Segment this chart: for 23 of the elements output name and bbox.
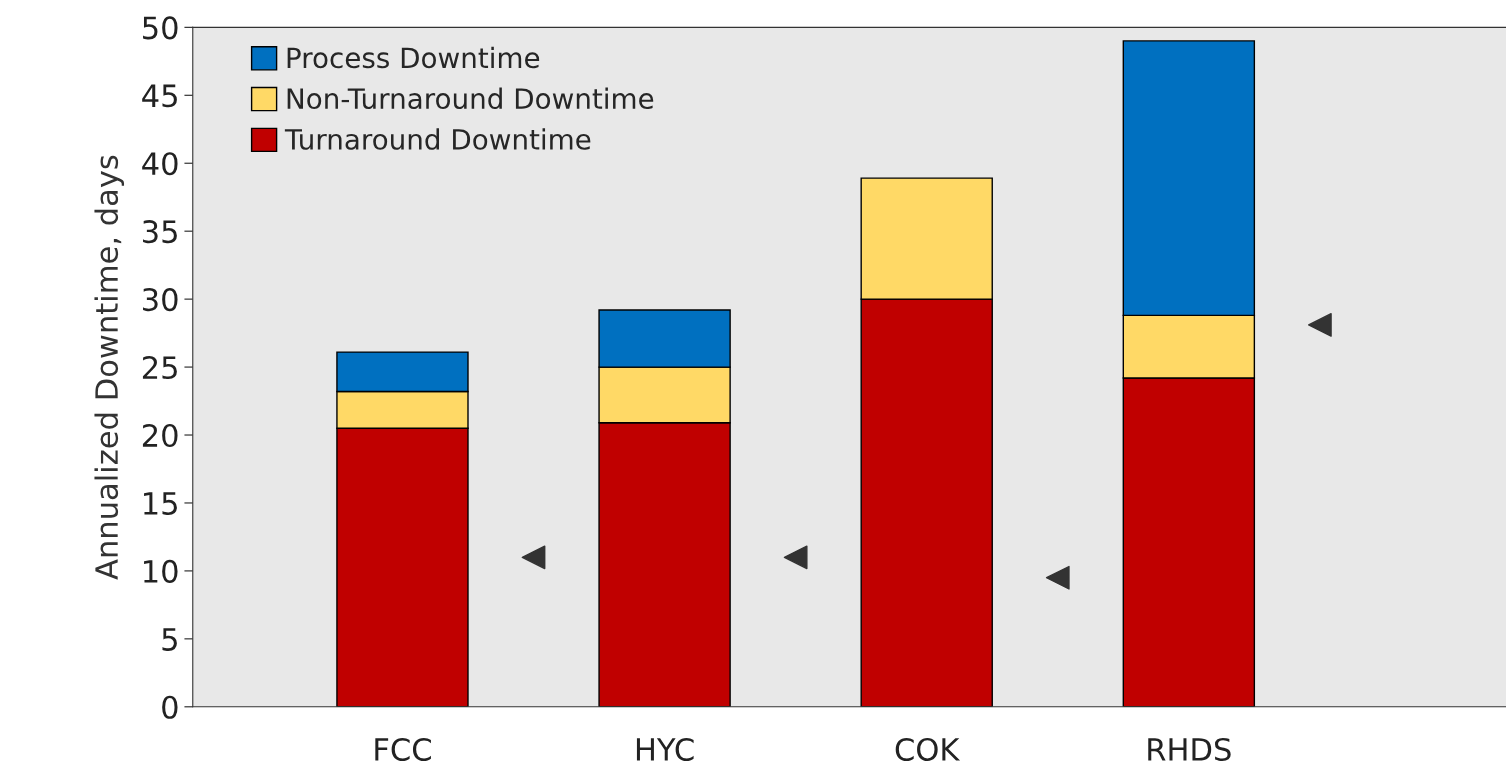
x-tick-label: RHDS [1148, 737, 1231, 762]
legend-label: Turnaround Downtime [284, 128, 591, 150]
y-tick-label: 25 [142, 356, 177, 380]
y-tick-label: 30 [143, 288, 178, 312]
x-tick-label: COK [895, 737, 961, 762]
y-tick-label: 5 [162, 628, 177, 651]
legend-label: Process Downtime [287, 46, 540, 69]
point [521, 545, 546, 570]
y-tick-label: 40 [142, 152, 178, 176]
y-tick-label: 15 [144, 492, 177, 516]
y-tick-label: 45 [142, 84, 177, 108]
x-tick-label: FCC [375, 737, 431, 762]
legend-label: Non-Turnaround Downtime [287, 87, 654, 110]
y-axis-title: Annualized Downtime, days [94, 155, 125, 580]
y-tick-label: 0 [162, 695, 178, 719]
y-tick-label: 35 [143, 220, 177, 244]
x-tick-label: HYC [636, 737, 694, 762]
point [783, 545, 808, 570]
point [1045, 565, 1070, 590]
y-tick-label: 20 [142, 423, 178, 448]
y-tick-label: 50 [143, 16, 178, 40]
y-tick-label: 10 [144, 559, 178, 583]
point [1308, 313, 1332, 337]
